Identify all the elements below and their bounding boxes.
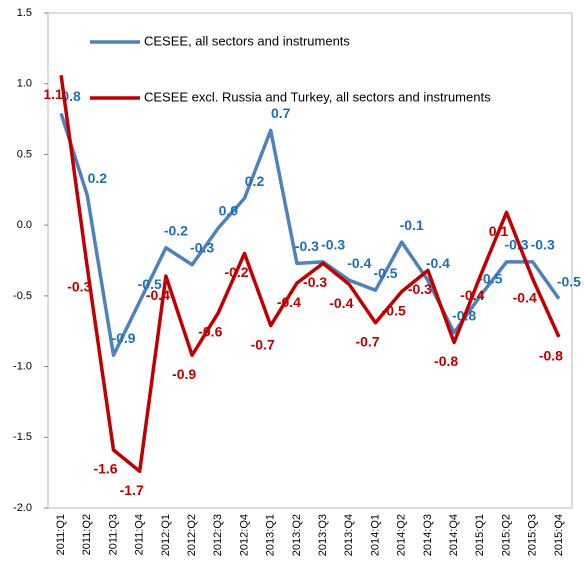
data-label: -0.8 [434, 353, 458, 369]
y-tick-label: 1.5 [17, 7, 32, 19]
legend-label: CESEE excl. Russia and Turkey, all secto… [144, 89, 491, 104]
x-tick-label: 2013:Q1 [265, 514, 277, 556]
data-label: 0.2 [88, 170, 108, 186]
data-label: -0.3 [67, 278, 91, 294]
data-label: -0.5 [382, 302, 406, 318]
data-label: -0.4 [146, 287, 170, 303]
x-tick-label: 2013:Q2 [291, 514, 303, 556]
data-label: -0.5 [478, 271, 502, 287]
data-label: -0.7 [355, 333, 379, 349]
data-label: -0.3 [303, 274, 327, 290]
data-label: -0.5 [138, 276, 162, 292]
data-label: -0.3 [504, 237, 528, 253]
data-label: -0.3 [190, 239, 214, 255]
data-label: -0.9 [172, 366, 196, 382]
x-tick-label: 2012:Q2 [186, 514, 198, 556]
x-tick-label: 2014:Q4 [448, 514, 460, 556]
data-label: -0.2 [164, 222, 188, 238]
x-tick-label: 2011:Q2 [81, 514, 93, 555]
data-label: 0.8 [61, 88, 81, 104]
data-label: -0.4 [460, 287, 484, 303]
data-label: -1.6 [93, 461, 117, 477]
x-tick-label: 2015:Q3 [527, 514, 539, 556]
data-label: 0.1 [489, 223, 509, 239]
x-tick-label: 2011:Q4 [134, 514, 146, 555]
x-tick-label: 2015:Q4 [553, 514, 565, 556]
data-label: -0.9 [111, 330, 135, 346]
data-label: -0.3 [531, 237, 555, 253]
series-line [59, 112, 561, 358]
x-tick-label: 2013:Q4 [343, 514, 355, 556]
x-tick-label: 2011:Q3 [107, 514, 119, 555]
data-label: -0.3 [408, 281, 432, 297]
data-label: -0.4 [347, 255, 371, 271]
x-tick-label: 2015:Q1 [474, 514, 486, 556]
x-tick-label: 2014:Q3 [422, 514, 434, 556]
data-label: -0.8 [539, 348, 563, 364]
x-tick-label: 2012:Q1 [160, 514, 172, 556]
y-tick-label: 0.5 [17, 148, 32, 160]
data-label: -0.1 [400, 217, 424, 233]
data-label: 0.7 [271, 105, 291, 121]
legend-label: CESEE, all sectors and instruments [144, 33, 350, 48]
x-tick-label: 2012:Q3 [212, 514, 224, 556]
data-label: -0.4 [277, 294, 301, 310]
data-label: 0.0 [219, 203, 239, 219]
plot-frame [47, 12, 573, 509]
data-label: -0.3 [321, 237, 345, 253]
data-label: -0.5 [373, 265, 397, 281]
data-label: -1.7 [120, 482, 144, 498]
data-label: -0.7 [251, 336, 275, 352]
y-tick-label: -1.5 [13, 431, 32, 443]
x-tick-label: 2015:Q2 [500, 514, 512, 556]
data-label: -0.4 [513, 290, 537, 306]
y-tick-label: -0.5 [13, 290, 32, 302]
data-label: -0.6 [198, 324, 222, 340]
y-tick-label: -2.0 [13, 502, 32, 514]
y-tick-label: -1.0 [13, 360, 32, 372]
x-tick-label: 2011:Q1 [55, 514, 67, 555]
data-label: -0.3 [295, 238, 319, 254]
data-label: -0.5 [557, 273, 581, 289]
x-tick-label: 2014:Q1 [369, 514, 381, 556]
data-label: -0.2 [224, 264, 248, 280]
x-tick-label: 2014:Q2 [396, 514, 408, 556]
data-label: 1.1 [43, 86, 63, 102]
data-label: -0.4 [426, 255, 450, 271]
y-tick-label: 1.0 [17, 78, 32, 90]
x-tick-label: 2012:Q4 [238, 514, 250, 556]
data-label: -0.4 [329, 295, 353, 311]
y-tick-label: 0.0 [17, 219, 32, 231]
series-line [59, 74, 561, 473]
x-tick-label: 2013:Q3 [317, 514, 329, 556]
data-label: 0.2 [245, 173, 265, 189]
